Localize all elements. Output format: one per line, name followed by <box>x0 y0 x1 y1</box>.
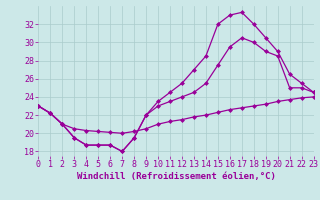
X-axis label: Windchill (Refroidissement éolien,°C): Windchill (Refroidissement éolien,°C) <box>76 172 276 181</box>
